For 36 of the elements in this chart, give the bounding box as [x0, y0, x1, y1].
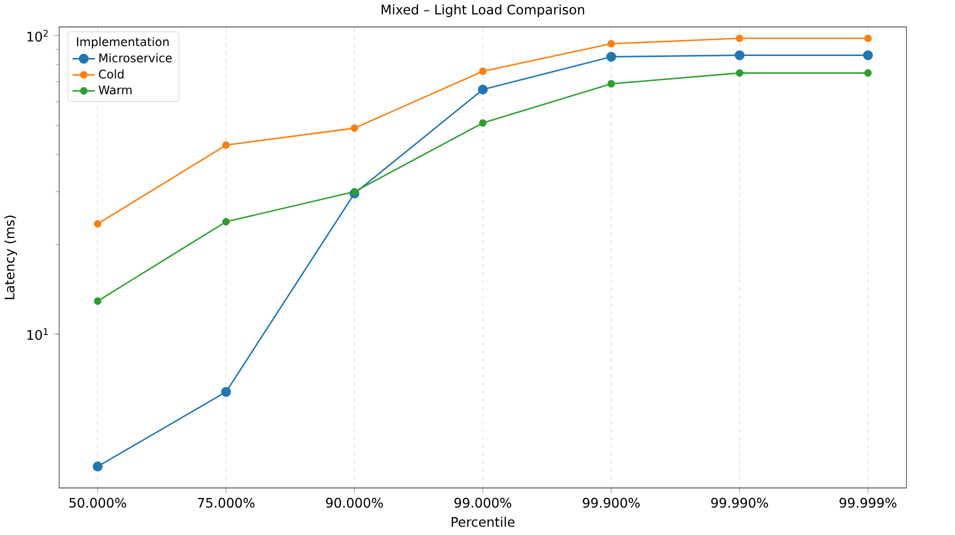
x-tick-label: 99.990% [711, 498, 768, 508]
y-tick-label: 10$^{1}$ [28, 328, 48, 340]
point [350, 188, 358, 196]
x-tick-label: 50.000% [69, 498, 126, 508]
point [222, 142, 230, 150]
point [736, 34, 744, 42]
point [734, 50, 745, 60]
legend-label: Warm [98, 86, 132, 95]
legend-title: Implementation [77, 37, 169, 49]
point [479, 68, 487, 76]
point [92, 462, 103, 472]
point [94, 220, 102, 228]
x-tick-label: 75.000% [198, 498, 254, 508]
point [864, 34, 872, 42]
y-tick-label: 10$^{2}$ [28, 30, 48, 42]
x-tick-label: 99.900% [582, 498, 640, 508]
point [94, 298, 102, 306]
legend-label: Microservice [99, 53, 172, 63]
point [606, 52, 616, 62]
y-axis-title: Latency (ms) [4, 216, 18, 300]
x-tick-label: 90.000% [326, 498, 383, 508]
point [863, 50, 873, 60]
point [350, 124, 358, 132]
point [221, 387, 231, 398]
chart-title: Mixed – Light Load Comparison [382, 4, 584, 18]
point [864, 69, 872, 77]
point [607, 40, 615, 48]
x-tick-label: 99.999% [840, 498, 896, 508]
x-tick-label: 99.000% [454, 498, 512, 508]
x-axis-title: Percentile [452, 516, 514, 528]
legend-label: Cold [98, 70, 124, 79]
point [478, 84, 488, 95]
point [479, 119, 487, 127]
point [607, 80, 615, 88]
point [736, 69, 744, 77]
point [222, 218, 230, 226]
